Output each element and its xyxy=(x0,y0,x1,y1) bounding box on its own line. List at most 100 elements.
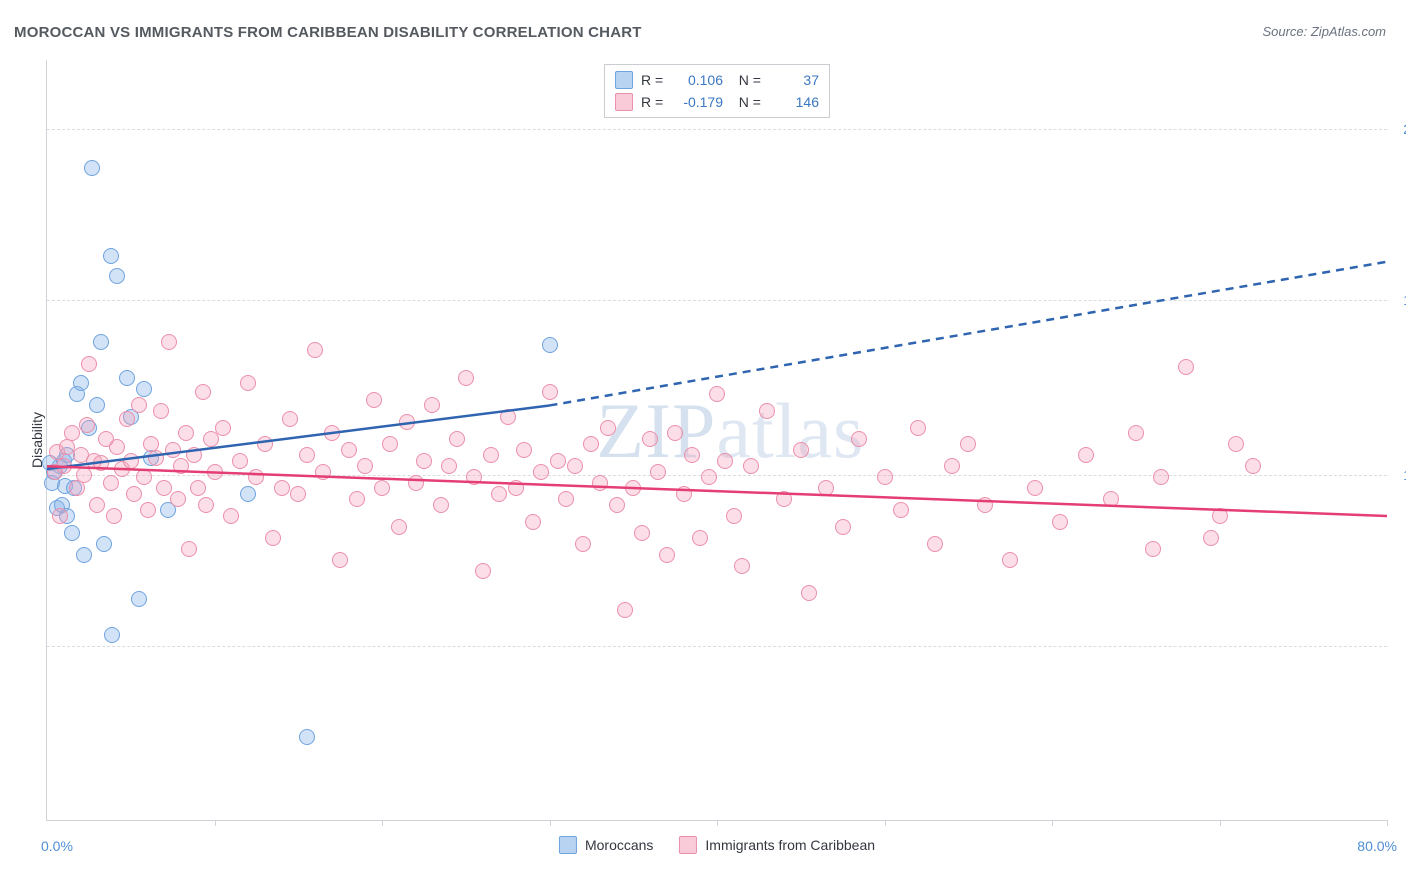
data-point xyxy=(667,425,683,441)
source-attribution: Source: ZipAtlas.com xyxy=(1262,24,1386,39)
legend-row-caribbean: R = -0.179 N = 146 xyxy=(615,91,819,113)
swatch-blue-icon xyxy=(559,836,577,854)
data-point xyxy=(64,425,80,441)
data-point xyxy=(960,436,976,452)
data-point xyxy=(650,464,666,480)
data-point xyxy=(103,248,119,264)
swatch-pink-icon xyxy=(615,93,633,111)
data-point xyxy=(76,547,92,563)
data-point xyxy=(592,475,608,491)
data-point xyxy=(357,458,373,474)
legend-label: Moroccans xyxy=(585,837,653,853)
data-point xyxy=(165,442,181,458)
data-point xyxy=(349,491,365,507)
data-point xyxy=(274,480,290,496)
data-point xyxy=(516,442,532,458)
data-point xyxy=(927,536,943,552)
r-label: R = xyxy=(641,91,665,113)
data-point xyxy=(290,486,306,502)
data-point xyxy=(123,453,139,469)
data-point xyxy=(198,497,214,513)
data-point xyxy=(684,447,700,463)
x-tick xyxy=(1052,820,1053,826)
data-point xyxy=(1027,480,1043,496)
data-point xyxy=(73,375,89,391)
data-point xyxy=(408,475,424,491)
data-point xyxy=(458,370,474,386)
data-point xyxy=(282,411,298,427)
x-tick xyxy=(717,820,718,826)
data-point xyxy=(617,602,633,618)
data-point xyxy=(178,425,194,441)
x-tick xyxy=(382,820,383,826)
data-point xyxy=(186,447,202,463)
data-point xyxy=(240,486,256,502)
data-point xyxy=(126,486,142,502)
data-point xyxy=(793,442,809,458)
data-point xyxy=(424,397,440,413)
x-tick xyxy=(1220,820,1221,826)
data-point xyxy=(533,464,549,480)
x-tick xyxy=(215,820,216,826)
data-point xyxy=(542,384,558,400)
data-point xyxy=(109,439,125,455)
data-point xyxy=(324,425,340,441)
data-point xyxy=(106,508,122,524)
data-point xyxy=(265,530,281,546)
data-point xyxy=(223,508,239,524)
swatch-pink-icon xyxy=(679,836,697,854)
data-point xyxy=(366,392,382,408)
data-point xyxy=(195,384,211,400)
data-point xyxy=(399,414,415,430)
data-point xyxy=(575,536,591,552)
data-point xyxy=(977,497,993,513)
data-point xyxy=(76,467,92,483)
data-point xyxy=(1103,491,1119,507)
data-point xyxy=(170,491,186,507)
data-point xyxy=(851,431,867,447)
x-tick xyxy=(550,820,551,826)
gridline xyxy=(47,646,1387,647)
data-point xyxy=(81,356,97,372)
x-axis-max-label: 80.0% xyxy=(1357,838,1397,854)
data-point xyxy=(893,502,909,518)
data-point xyxy=(181,541,197,557)
data-point xyxy=(104,627,120,643)
data-point xyxy=(341,442,357,458)
data-point xyxy=(676,486,692,502)
data-point xyxy=(583,436,599,452)
data-point xyxy=(52,508,68,524)
data-point xyxy=(148,450,164,466)
data-point xyxy=(743,458,759,474)
data-point xyxy=(1178,359,1194,375)
data-point xyxy=(433,497,449,513)
data-point xyxy=(491,486,507,502)
data-point xyxy=(1228,436,1244,452)
data-point xyxy=(190,480,206,496)
x-tick xyxy=(885,820,886,826)
data-point xyxy=(136,469,152,485)
data-point xyxy=(659,547,675,563)
data-point xyxy=(1078,447,1094,463)
data-point xyxy=(215,420,231,436)
data-point xyxy=(1212,508,1228,524)
data-point xyxy=(1052,514,1068,530)
data-point xyxy=(600,420,616,436)
data-point xyxy=(93,334,109,350)
n-label: N = xyxy=(731,91,761,113)
x-axis-min-label: 0.0% xyxy=(41,838,73,854)
data-point xyxy=(818,480,834,496)
data-point xyxy=(776,491,792,507)
data-point xyxy=(567,458,583,474)
data-point xyxy=(1128,425,1144,441)
data-point xyxy=(153,403,169,419)
correlation-legend: R = 0.106 N = 37 R = -0.179 N = 146 xyxy=(604,64,830,118)
data-point xyxy=(119,411,135,427)
data-point xyxy=(140,502,156,518)
data-point xyxy=(525,514,541,530)
n-value-pink: 146 xyxy=(769,91,819,113)
data-point xyxy=(156,480,172,496)
data-point xyxy=(701,469,717,485)
data-point xyxy=(69,480,85,496)
data-point xyxy=(391,519,407,535)
